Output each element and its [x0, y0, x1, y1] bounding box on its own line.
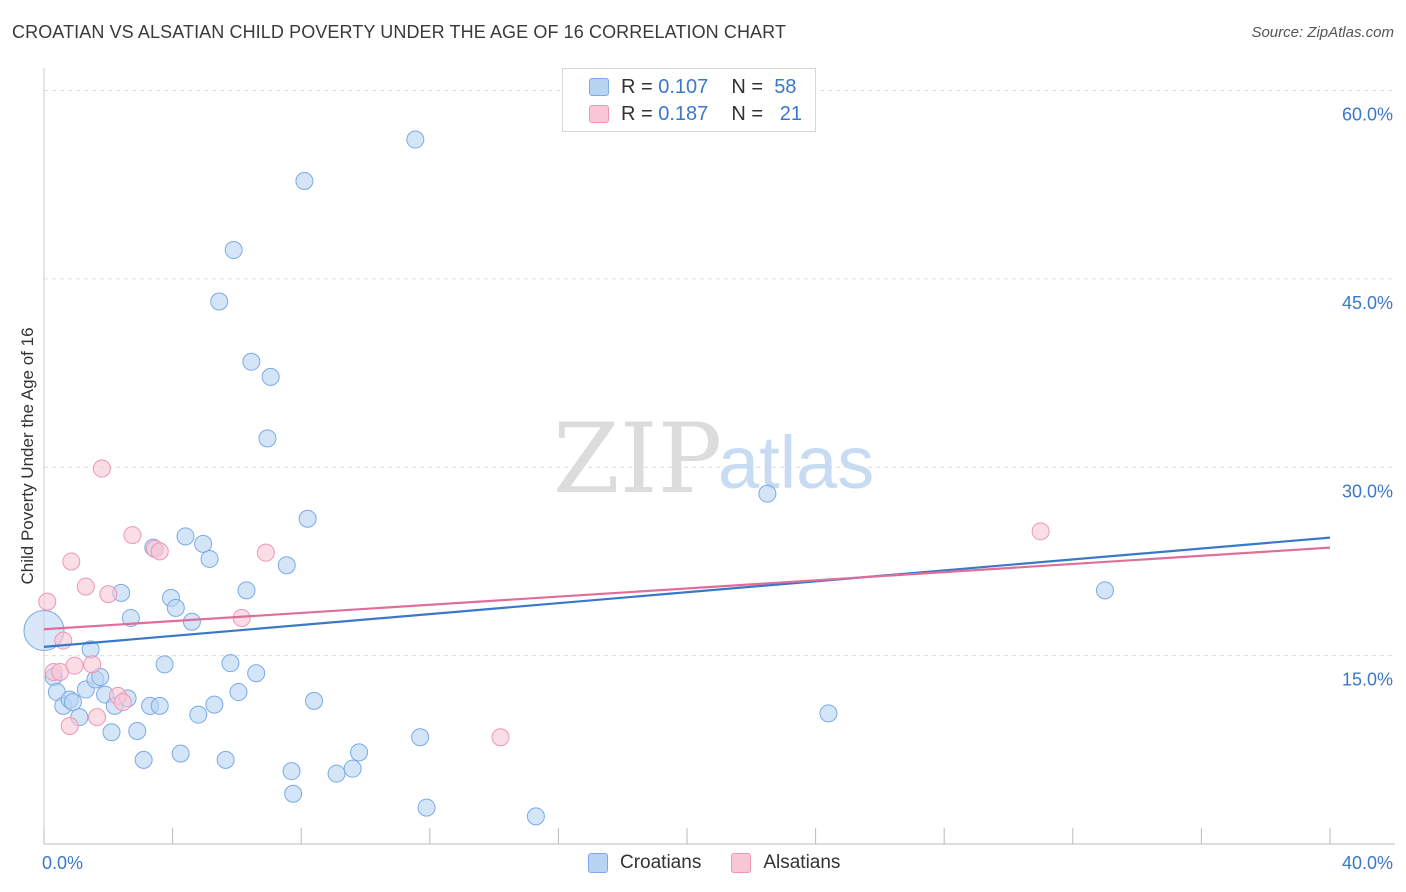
y-tick-label-1: 30.0%	[1342, 481, 1393, 501]
croatians-point-27	[182, 612, 201, 631]
alsatians-r-value: 0.187	[658, 102, 709, 125]
croatians-swatch	[589, 78, 609, 96]
croatians-point-53	[417, 798, 436, 817]
croatians-r-value: 0.107	[658, 75, 709, 98]
y-tick-label-3: 60.0%	[1342, 105, 1393, 125]
legend-item-croatians: Croatians	[588, 852, 701, 874]
legend-item-alsatians: Alsatians	[731, 852, 840, 874]
alsatians-point-0	[38, 592, 57, 611]
alsatians-point-13	[113, 693, 132, 712]
alsatians-point-6	[65, 656, 84, 675]
alsatians-trend-line	[43, 546, 1331, 631]
axes	[43, 68, 1395, 845]
croatians-point-37	[237, 581, 256, 600]
croatians-point-5	[63, 693, 82, 712]
axis-labels: 15.0% 30.0% 45.0% 60.0% 0.0% 40.0% Child Pover…	[18, 105, 1393, 873]
croatians-point-43	[282, 762, 301, 781]
correlation-legend: R = 0.107 N = 58 R = 0.187 N = 21	[562, 68, 816, 132]
croatians-n-value: 58	[774, 75, 797, 98]
croatians-point-39	[247, 664, 266, 683]
croatians-point-54	[526, 807, 545, 826]
croatians-point-18	[134, 750, 153, 769]
croatians-trend-line	[43, 536, 1331, 648]
croatians-point-50	[350, 743, 369, 762]
croatians-point-36	[229, 683, 248, 702]
alsatians-point-8	[83, 655, 102, 674]
y-axis-label: Child Poverty Under the Age of 16	[18, 327, 37, 584]
croatians-point-46	[298, 509, 317, 528]
croatians-point-34	[221, 654, 240, 673]
x-tick-label-1: 40.0%	[1342, 853, 1393, 873]
series-legend: Croatians Alsatians	[588, 852, 870, 874]
croatians-point-10	[91, 667, 110, 686]
croatians-point-32	[210, 292, 229, 311]
croatians-point-47	[305, 691, 324, 710]
croatians-point-38	[242, 352, 261, 371]
x-tick-label-0: 0.0%	[42, 853, 83, 873]
alsatians-legend-swatch	[731, 853, 752, 873]
croatians-point-16	[121, 608, 140, 627]
croatians-point-31	[205, 695, 224, 714]
legend-row-alsatians: R = 0.187 N = 21	[589, 101, 802, 127]
croatians-legend-label: Croatians	[620, 852, 702, 873]
croatians-legend-swatch	[588, 853, 608, 873]
croatians-point-45	[295, 171, 314, 190]
croatians-point-55	[758, 484, 777, 503]
croatians-point-24	[166, 598, 185, 617]
croatians-point-22	[155, 655, 174, 674]
grid-lines	[44, 90, 1395, 657]
alsatians-point-7	[76, 577, 95, 596]
alsatians-swatch	[589, 105, 609, 123]
watermark: ZIP atlas	[553, 403, 874, 515]
alsatians-point-14	[123, 526, 142, 545]
alsatians-point-4	[60, 716, 79, 735]
croatians-point-35	[224, 241, 243, 260]
croatians-point-57	[1095, 581, 1114, 600]
croatians-point-48	[327, 764, 346, 783]
croatians-point-40	[258, 429, 277, 448]
croatians-point-42	[277, 556, 296, 575]
chart-title: CROATIAN VS ALSATIAN CHILD POVERTY UNDER…	[12, 22, 787, 42]
croatians-point-52	[411, 728, 430, 747]
croatians-point-25	[171, 744, 190, 763]
alsatians-point-5	[62, 552, 81, 571]
croatians-point-41	[261, 367, 280, 386]
croatians-point-17	[128, 721, 147, 740]
alsatians-point-11	[99, 585, 118, 604]
r-label: R =	[621, 102, 653, 125]
croatians-point-21	[150, 696, 169, 715]
trend-lines	[43, 536, 1331, 648]
croatians-point-0	[23, 610, 65, 652]
alsatians-point-19	[491, 728, 510, 747]
croatians-point-49	[343, 759, 362, 778]
r-label: R =	[621, 75, 653, 98]
n-label: N =	[731, 75, 764, 98]
alsatians-point-16	[150, 542, 169, 561]
croatians-point-56	[819, 704, 838, 723]
croatians-point-28	[189, 705, 208, 724]
croatians-point-29	[194, 534, 213, 553]
y-tick-label-0: 15.0%	[1342, 670, 1393, 690]
legend-row-croatians: R = 0.107 N = 58	[589, 74, 796, 100]
data-points	[23, 130, 1114, 826]
alsatians-legend-label: Alsatians	[763, 852, 841, 873]
source-label: Source: ZipAtlas.com	[1251, 24, 1394, 41]
watermark-atlas: atlas	[718, 421, 874, 504]
croatians-point-12	[102, 723, 121, 742]
alsatians-point-20	[1031, 522, 1050, 541]
alsatians-n-value: 21	[779, 102, 802, 125]
croatians-point-26	[176, 527, 195, 546]
alsatians-point-10	[92, 459, 111, 478]
watermark-zip: ZIP	[553, 403, 722, 515]
croatians-point-30	[200, 549, 219, 568]
croatians-point-44	[284, 784, 303, 803]
n-label: N =	[731, 102, 764, 125]
alsatians-point-18	[256, 543, 275, 562]
alsatians-point-9	[88, 708, 107, 727]
croatians-point-33	[216, 750, 235, 769]
croatians-point-51	[406, 130, 425, 149]
y-tick-label-2: 45.0%	[1342, 293, 1393, 313]
